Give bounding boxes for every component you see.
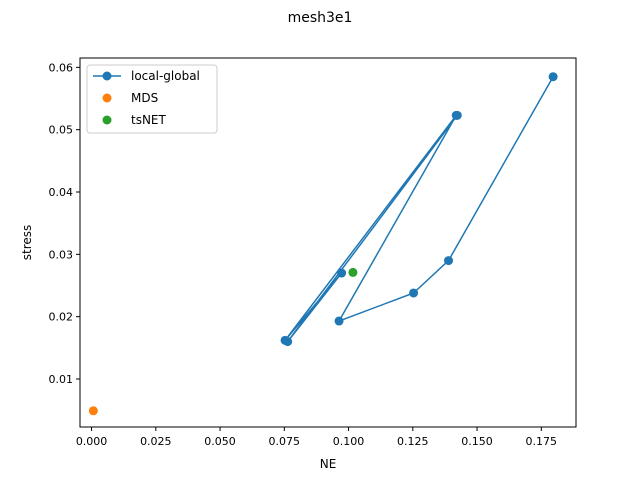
axes-frame — [79, 57, 577, 428]
legend-label-tsnet: tsNET — [131, 113, 167, 127]
y-axis-label: stress — [20, 225, 34, 261]
data-point-local-global — [548, 72, 558, 82]
x-tick-label: 0.150 — [461, 435, 493, 448]
legend-label-mds: MDS — [131, 91, 158, 105]
x-tick-label: 0.100 — [333, 435, 365, 448]
legend-box — [86, 64, 218, 134]
x-axis: 0.000 0.025 0.050 0.075 0.100 0.125 0.150 0.175 — [76, 427, 557, 448]
x-tick-label: 0.025 — [140, 435, 172, 448]
y-tick-label: 0.04 — [49, 186, 74, 199]
legend-marker-tsnet — [102, 115, 112, 125]
legend-marker-local-global — [102, 71, 112, 81]
data-point-local-global — [334, 316, 344, 326]
x-axis-label: NE — [320, 457, 337, 471]
legend: local-global MDS tsNET — [86, 64, 218, 134]
data-point-local-global — [409, 288, 419, 298]
x-tick-label: 0.075 — [269, 435, 301, 448]
y-tick-label: 0.05 — [49, 124, 74, 137]
data-point-mds — [88, 406, 98, 416]
chart-title: mesh3e1 — [288, 10, 353, 26]
y-axis: 0.01 0.02 0.03 0.04 0.05 0.06 — [49, 61, 80, 386]
y-tick-label: 0.02 — [49, 311, 74, 324]
x-tick-label: 0.175 — [526, 435, 558, 448]
x-tick-label: 0.125 — [397, 435, 429, 448]
data-point-local-global — [283, 337, 293, 347]
legend-label-local-global: local-global — [131, 69, 200, 83]
data-point-local-global — [337, 268, 347, 278]
legend-marker-mds — [102, 93, 112, 103]
plot-area — [88, 72, 558, 416]
y-tick-label: 0.06 — [49, 61, 74, 74]
data-point-local-global — [452, 110, 462, 120]
x-tick-label: 0.000 — [76, 435, 108, 448]
x-tick-label: 0.050 — [204, 435, 236, 448]
data-point-local-global — [444, 256, 454, 266]
y-tick-label: 0.03 — [49, 248, 74, 261]
data-point-tsnet — [348, 267, 358, 277]
series-line-local-global — [284, 76, 554, 343]
y-tick-label: 0.01 — [49, 373, 74, 386]
